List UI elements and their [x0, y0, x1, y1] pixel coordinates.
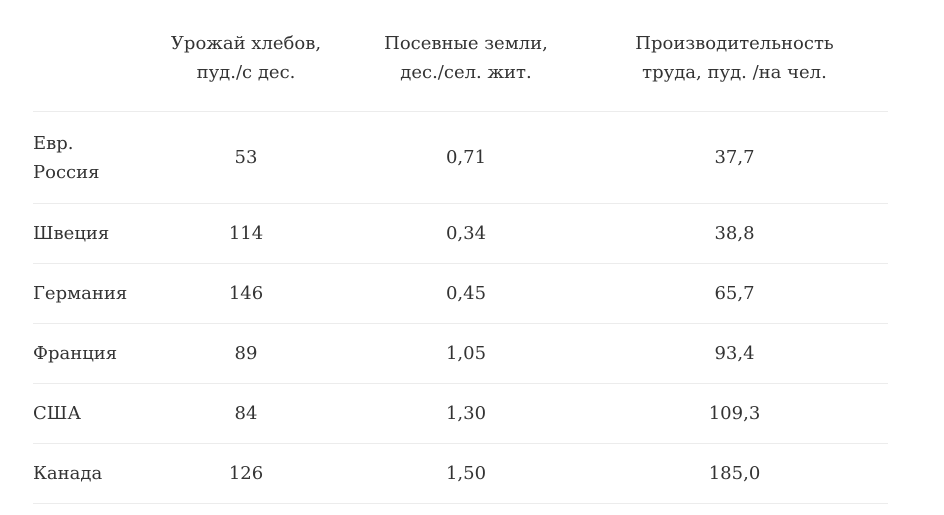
table-row: США 84 1,30 109,3: [33, 383, 888, 444]
land-cell: 1,30: [351, 383, 581, 444]
productivity-cell: 37,7: [581, 111, 888, 204]
table-row: Германия 146 0,45 65,7: [33, 263, 888, 324]
country-cell: Франция: [33, 323, 141, 384]
header-sown-land: Посевные земли, дес./сел. жит.: [351, 0, 581, 112]
land-cell: 1,50: [351, 443, 581, 504]
header-labor-productivity-line-2: труда, пуд. /на чел.: [642, 61, 827, 83]
land-cell: 0,45: [351, 263, 581, 324]
country-cell: Канада: [33, 443, 141, 504]
grain-statistics-table: Урожай хлебов, пуд./с дес. Посевные земл…: [33, 0, 888, 504]
yield-cell: 126: [141, 443, 351, 504]
header-grain-yield: Урожай хлебов, пуд./с дес.: [141, 0, 351, 112]
country-cell: Германия: [33, 263, 141, 324]
yield-cell: 84: [141, 383, 351, 444]
table-body: Евр. Россия 53 0,71 37,7 Швеция 114 0,34…: [33, 111, 888, 504]
table-header: Урожай хлебов, пуд./с дес. Посевные земл…: [33, 0, 888, 112]
table-row: Евр. Россия 53 0,71 37,7: [33, 111, 888, 204]
country-name-line-1: Евр.: [33, 132, 74, 154]
header-sown-land-line-1: Посевные земли,: [384, 32, 548, 54]
table-row: Швеция 114 0,34 38,8: [33, 203, 888, 264]
country-cell: Швеция: [33, 203, 141, 264]
header-sown-land-line-2: дес./сел. жит.: [400, 61, 532, 83]
yield-cell: 146: [141, 263, 351, 324]
productivity-cell: 109,3: [581, 383, 888, 444]
table-row: Канада 126 1,50 185,0: [33, 443, 888, 504]
header-labor-productivity: Производительность труда, пуд. /на чел.: [581, 0, 888, 112]
productivity-cell: 38,8: [581, 203, 888, 264]
table-row: Франция 89 1,05 93,4: [33, 323, 888, 384]
land-cell: 1,05: [351, 323, 581, 384]
land-cell: 0,71: [351, 111, 581, 204]
header-row: Урожай хлебов, пуд./с дес. Посевные земл…: [33, 0, 888, 112]
productivity-cell: 65,7: [581, 263, 888, 324]
header-grain-yield-line-1: Урожай хлебов,: [170, 32, 322, 54]
yield-cell: 114: [141, 203, 351, 264]
yield-cell: 53: [141, 111, 351, 204]
country-name-line-2: Россия: [33, 161, 100, 183]
data-table-container: Урожай хлебов, пуд./с дес. Посевные земл…: [33, 0, 888, 504]
yield-cell: 89: [141, 323, 351, 384]
productivity-cell: 185,0: [581, 443, 888, 504]
land-cell: 0,34: [351, 203, 581, 264]
country-cell: Евр. Россия: [33, 111, 141, 204]
header-grain-yield-line-2: пуд./с дес.: [196, 61, 296, 83]
header-empty-cell: [33, 0, 141, 112]
country-cell: США: [33, 383, 141, 444]
header-labor-productivity-line-1: Производительность: [635, 32, 834, 54]
productivity-cell: 93,4: [581, 323, 888, 384]
